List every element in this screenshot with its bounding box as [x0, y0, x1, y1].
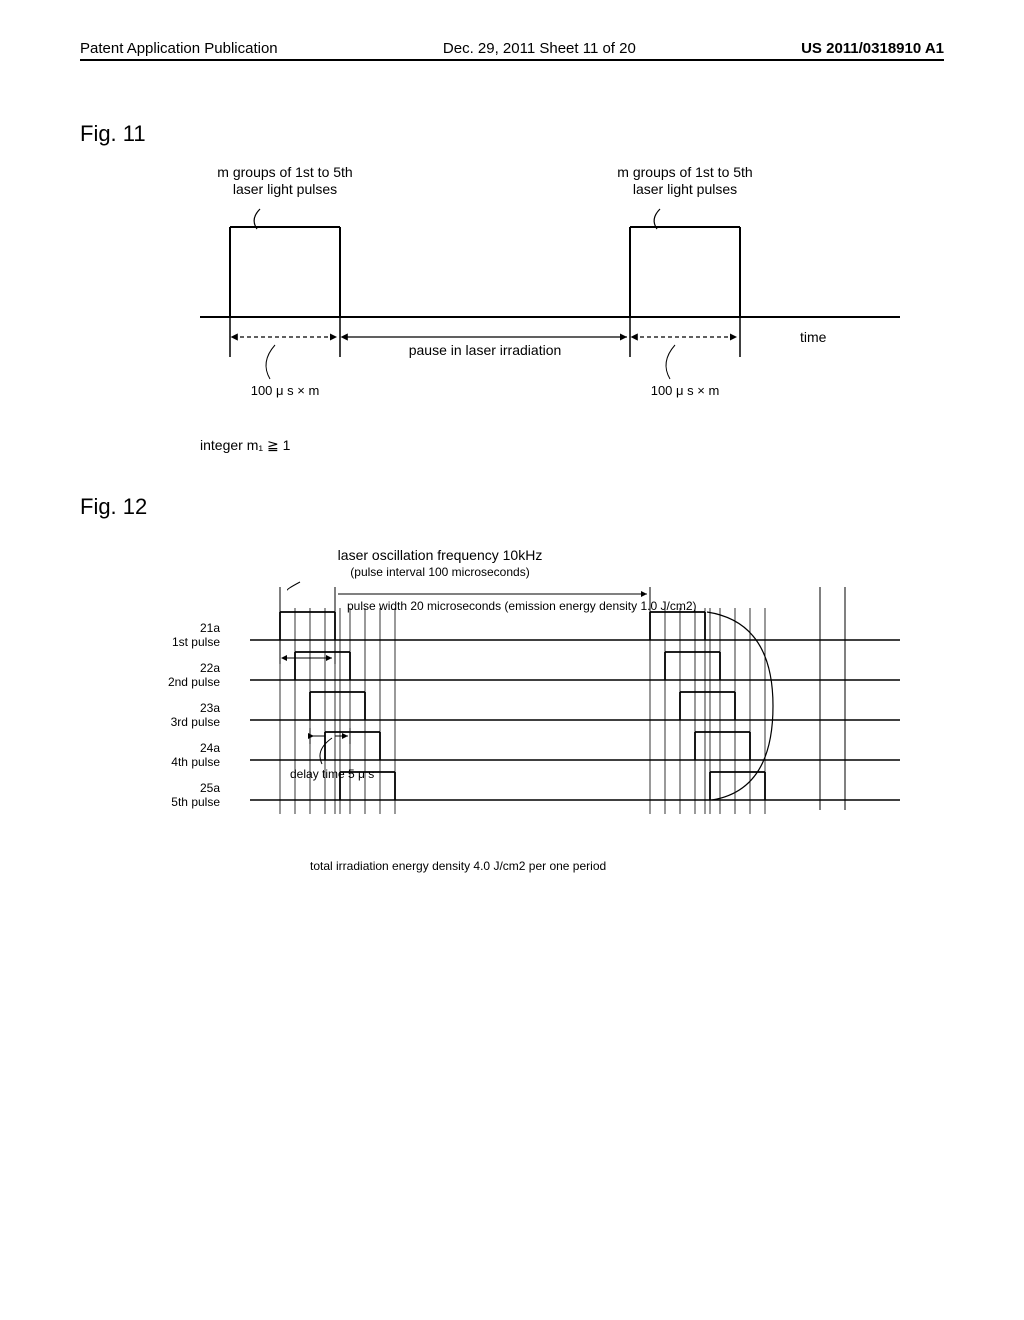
fig11-diagram: m groups of 1st to 5thlaser light pulses… — [200, 167, 944, 454]
svg-text:4th pulse: 4th pulse — [171, 755, 220, 769]
svg-text:3rd pulse: 3rd pulse — [171, 715, 221, 729]
svg-text:100 μ s × m: 100 μ s × m — [251, 383, 320, 398]
svg-text:pulse width 20 microseconds (e: pulse width 20 microseconds (emission en… — [347, 599, 697, 613]
fig12-label: Fig. 12 — [80, 494, 944, 520]
svg-text:100 μ s × m: 100 μ s × m — [651, 383, 720, 398]
svg-text:5th pulse: 5th pulse — [171, 795, 220, 809]
svg-text:(pulse interval 100 microsecon: (pulse interval 100 microseconds) — [350, 565, 529, 579]
page-header: Patent Application Publication Dec. 29, … — [80, 40, 944, 61]
svg-text:1st pulse: 1st pulse — [172, 635, 220, 649]
svg-text:2nd pulse: 2nd pulse — [168, 675, 220, 689]
svg-text:m groups of 1st to 5thlaser li: m groups of 1st to 5thlaser light pulses — [217, 167, 352, 197]
fig12-diagram: laser oscillation frequency 10kHz (pulse … — [130, 540, 944, 900]
svg-text:total irradiation energy densi: total irradiation energy density 4.0 J/c… — [310, 859, 606, 873]
fig11-label: Fig. 11 — [80, 121, 944, 147]
header-right: US 2011/0318910 A1 — [801, 40, 944, 57]
svg-text:24a: 24a — [200, 741, 220, 755]
svg-text:23a: 23a — [200, 701, 220, 715]
svg-text:21a: 21a — [200, 621, 220, 635]
header-left: Patent Application Publication — [80, 40, 278, 57]
svg-text:22a: 22a — [200, 661, 220, 675]
svg-text:m groups of 1st to 5thlaser li: m groups of 1st to 5thlaser light pulses — [617, 167, 752, 197]
svg-text:laser oscillation frequency 10: laser oscillation frequency 10kHz — [338, 547, 543, 563]
fig11-integer-note: integer m₁ ≧ 1 — [200, 437, 944, 454]
svg-text:25a: 25a — [200, 781, 220, 795]
svg-text:time: time — [800, 329, 827, 345]
svg-text:pause in laser irradiation: pause in laser irradiation — [409, 342, 562, 358]
header-mid: Dec. 29, 2011 Sheet 11 of 20 — [443, 40, 636, 57]
svg-text:delay time 5 μ s: delay time 5 μ s — [290, 767, 374, 781]
